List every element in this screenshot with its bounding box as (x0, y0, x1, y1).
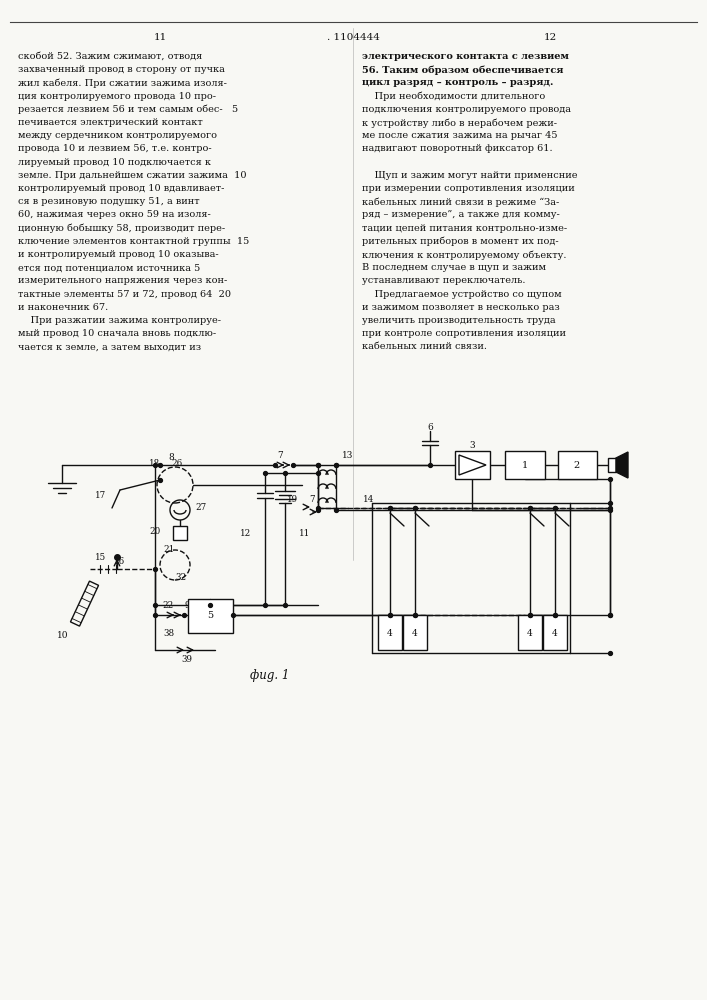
Text: 2: 2 (574, 460, 580, 470)
Text: захваченный провод в сторону от пучка: захваченный провод в сторону от пучка (18, 65, 225, 74)
Text: Щуп и зажим могут найти применсние: Щуп и зажим могут найти применсние (362, 171, 578, 180)
Text: 16: 16 (115, 556, 126, 566)
Text: при измерении сопротивления изоляции: при измерении сопротивления изоляции (362, 184, 575, 193)
Bar (518, 615, 542, 650)
Text: 39: 39 (182, 656, 192, 664)
Text: 18: 18 (149, 458, 160, 468)
Bar (543, 615, 567, 650)
Text: 60, нажимая через окно 59 на изоля-: 60, нажимая через окно 59 на изоля- (18, 210, 211, 219)
Text: 38: 38 (163, 629, 174, 638)
Text: 8: 8 (168, 452, 174, 462)
Text: к устройству либо в нерабочем режи-: к устройству либо в нерабочем режи- (362, 118, 557, 127)
Bar (403, 615, 427, 650)
Text: 4: 4 (552, 629, 558, 638)
Text: 32: 32 (175, 572, 187, 582)
Text: между сердечником контролируемого: между сердечником контролируемого (18, 131, 217, 140)
Text: ме после сжатия зажима на рычаг 45: ме после сжатия зажима на рычаг 45 (362, 131, 558, 140)
Text: ся в резиновую подушку 51, а винт: ся в резиновую подушку 51, а винт (18, 197, 199, 206)
Bar (455, 451, 490, 479)
Text: тактные элементы 57 и 72, провод 64  20: тактные элементы 57 и 72, провод 64 20 (18, 290, 231, 299)
Text: 20: 20 (150, 528, 161, 536)
Text: контролируемый провод 10 вдавливает-: контролируемый провод 10 вдавливает- (18, 184, 224, 193)
Text: при контроле сопротивления изоляции: при контроле сопротивления изоляции (362, 329, 566, 338)
Text: и контролируемый провод 10 оказыва-: и контролируемый провод 10 оказыва- (18, 250, 218, 259)
Text: 4: 4 (387, 629, 393, 638)
Text: скобой 52. Зажим сжимают, отводя: скобой 52. Зажим сжимают, отводя (18, 52, 202, 61)
Text: ряд – измерение”, а также для комму-: ряд – измерение”, а также для комму- (362, 210, 560, 219)
Text: рительных приборов в момент их под-: рительных приборов в момент их под- (362, 237, 559, 246)
Text: ключения к контролируемому объекту.: ключения к контролируемому объекту. (362, 250, 566, 259)
Text: чается к земле, а затем выходит из: чается к земле, а затем выходит из (18, 342, 201, 351)
Text: 27: 27 (195, 502, 206, 512)
Text: 56. Таким образом обеспечивается: 56. Таким образом обеспечивается (362, 65, 563, 75)
Text: 11: 11 (299, 530, 310, 538)
Text: лируемый провод 10 подключается к: лируемый провод 10 подключается к (18, 158, 211, 167)
Text: жил кабеля. При сжатии зажима изоля-: жил кабеля. При сжатии зажима изоля- (18, 78, 227, 88)
Text: 6: 6 (427, 424, 433, 432)
Text: кабельных линий связи в режиме “За-: кабельных линий связи в режиме “За- (362, 197, 559, 207)
Text: 7: 7 (309, 495, 315, 504)
Bar (378, 615, 402, 650)
Text: 14: 14 (363, 495, 375, 504)
Text: измерительного напряжения через кон-: измерительного напряжения через кон- (18, 276, 227, 285)
Text: подключения контролируемого провода: подключения контролируемого провода (362, 105, 571, 114)
Text: и наконечник 67.: и наконечник 67. (18, 303, 108, 312)
Text: 22: 22 (163, 601, 174, 610)
Text: 19: 19 (287, 495, 298, 504)
Text: Предлагаемое устройство со щупом: Предлагаемое устройство со щупом (362, 290, 561, 299)
Text: 12: 12 (240, 530, 251, 538)
Text: ционную бобышку 58, производит пере-: ционную бобышку 58, производит пере- (18, 224, 225, 233)
Bar (188, 599, 233, 633)
Text: печивается электрический контакт: печивается электрический контакт (18, 118, 203, 127)
Bar (173, 526, 187, 540)
Text: 4: 4 (412, 629, 418, 638)
Text: . 1104444: . 1104444 (327, 32, 380, 41)
Text: 5: 5 (207, 611, 213, 620)
Text: 4: 4 (527, 629, 533, 638)
Text: провода 10 и лезвием 56, т.е. контро-: провода 10 и лезвием 56, т.е. контро- (18, 144, 211, 153)
Text: земле. При дальнейшем сжатии зажима  10: земле. При дальнейшем сжатии зажима 10 (18, 171, 247, 180)
Text: фиg. 1: фиg. 1 (250, 668, 290, 682)
Text: и зажимом позволяет в несколько раз: и зажимом позволяет в несколько раз (362, 303, 560, 312)
Text: 15: 15 (95, 552, 106, 562)
Text: увеличить производительность труда: увеличить производительность труда (362, 316, 556, 325)
Text: ция контролируемого провода 10 про-: ция контролируемого провода 10 про- (18, 92, 216, 101)
Text: мый провод 10 сначала вновь подклю-: мый провод 10 сначала вновь подклю- (18, 329, 216, 338)
Text: В последнем случае в щуп и зажим: В последнем случае в щуп и зажим (362, 263, 546, 272)
Text: 10: 10 (57, 632, 69, 641)
Text: резается лезвием 56 и тем самым обес-   5: резается лезвием 56 и тем самым обес- 5 (18, 105, 238, 114)
Text: ключение элементов контактной группы  15: ключение элементов контактной группы 15 (18, 237, 250, 246)
Bar (608, 458, 616, 472)
Text: 11: 11 (153, 32, 167, 41)
Text: При разжатии зажима контролируе-: При разжатии зажима контролируе- (18, 316, 221, 325)
Text: При необходимости длительного: При необходимости длительного (362, 92, 545, 101)
Text: устанавливают переключатель.: устанавливают переключатель. (362, 276, 525, 285)
Text: кабельных линий связи.: кабельных линий связи. (362, 342, 487, 351)
Bar (558, 451, 597, 479)
Text: 13: 13 (342, 450, 354, 460)
Text: надвигают поворотный фиксатор 61.: надвигают поворотный фиксатор 61. (362, 144, 553, 153)
Text: 9: 9 (185, 601, 189, 610)
Text: 3: 3 (469, 440, 475, 450)
Text: тации цепей питания контрольно-изме-: тации цепей питания контрольно-изме- (362, 224, 567, 233)
Text: цикл разряд – контроль – разряд.: цикл разряд – контроль – разряд. (362, 78, 554, 87)
Polygon shape (616, 452, 628, 478)
Text: 7: 7 (277, 450, 283, 460)
Text: 1: 1 (522, 460, 528, 470)
Text: 21: 21 (163, 546, 174, 554)
Bar (505, 451, 545, 479)
Text: 17: 17 (95, 490, 106, 499)
Text: ется под потенциалом источника 5: ется под потенциалом источника 5 (18, 263, 200, 272)
Text: электрического контакта с лезвием: электрического контакта с лезвием (362, 52, 569, 61)
Text: 12: 12 (544, 32, 556, 41)
Text: 26: 26 (171, 458, 182, 468)
